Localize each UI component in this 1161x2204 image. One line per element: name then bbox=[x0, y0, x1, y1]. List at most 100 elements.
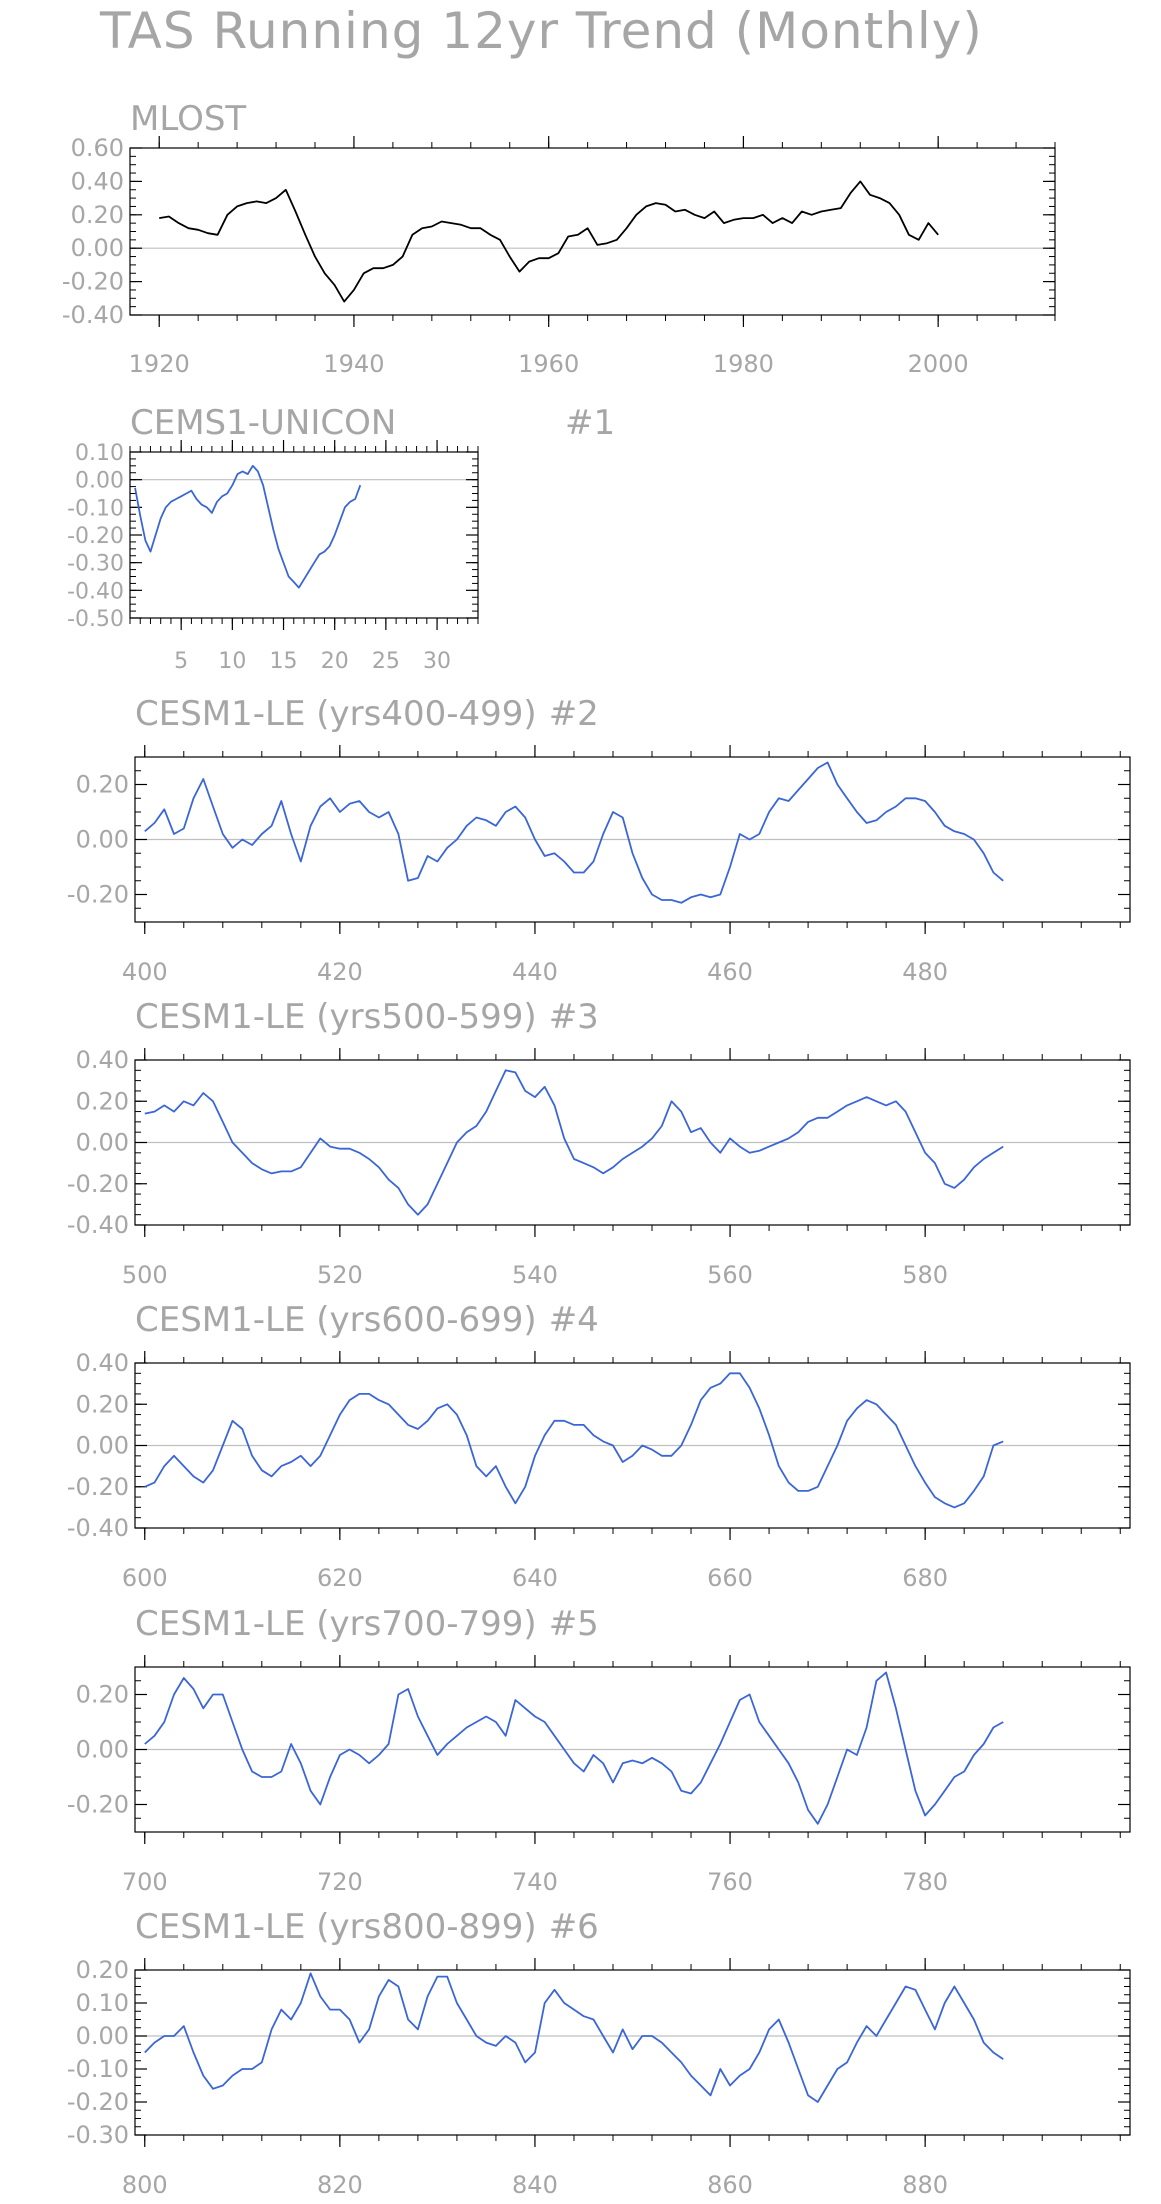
x-tick-label: 400 bbox=[122, 958, 168, 986]
y-tick-label: -0.30 bbox=[67, 2121, 129, 2149]
chart-title-text: CESM1-LE (yrs500-599) bbox=[135, 997, 537, 1037]
plot-frame bbox=[129, 147, 1056, 316]
series-line-cesm1-le-4 bbox=[144, 1372, 1004, 1509]
y-tick-label: -0.40 bbox=[67, 579, 124, 604]
x-tick-label: 660 bbox=[707, 1564, 753, 1592]
x-tick-label: 880 bbox=[902, 2171, 948, 2199]
chart-subtitle: #1 bbox=[565, 403, 615, 443]
chart-subtitle: #6 bbox=[549, 1907, 599, 1947]
chart-title: MLOST bbox=[130, 99, 246, 139]
chart-cesm1-le-3: CESM1-LE (yrs500-599) #3 -0.40 -0.20 0.00 0.2… bbox=[67, 997, 1131, 1289]
x-tick-label: 460 bbox=[707, 958, 753, 986]
series-line-cems1-unicon bbox=[134, 464, 362, 589]
chart-cesm1-le-6: CESM1-LE (yrs800-899) #6 -0.30 -0.20 -0.10 0.… bbox=[67, 1907, 1131, 2199]
x-tick-label: 500 bbox=[122, 1261, 168, 1289]
x-tick-label: 860 bbox=[707, 2171, 753, 2199]
y-tick-label: 0.40 bbox=[71, 167, 124, 195]
y-tick-label: 0.20 bbox=[76, 1087, 129, 1115]
chart-title-text: MLOST bbox=[130, 99, 246, 139]
y-tick-label: 0.00 bbox=[75, 469, 124, 494]
x-tick-label: 840 bbox=[512, 2171, 558, 2199]
series-line-cesm1-le-2 bbox=[144, 761, 1004, 904]
chart-title-text: CESM1-LE (yrs600-699) bbox=[135, 1300, 537, 1340]
chart-title: CESM1-LE (yrs700-799) #5 bbox=[135, 1604, 599, 1644]
x-tick-label: 820 bbox=[317, 2171, 363, 2199]
x-tick-label: 1940 bbox=[323, 350, 384, 378]
chart-subtitle: #4 bbox=[549, 1300, 599, 1340]
x-tick-label: 640 bbox=[512, 1564, 558, 1592]
y-tick-label: -0.20 bbox=[67, 524, 124, 549]
chart-mlost: MLOST -0.40 -0.20 0.00 0.20 0.40 0.60 1920 1940 1… bbox=[62, 99, 1056, 378]
y-tick-label: -0.10 bbox=[67, 2055, 129, 2083]
series-line-mlost bbox=[159, 180, 939, 303]
y-tick-label: -0.40 bbox=[67, 1514, 129, 1542]
x-tick-label: 440 bbox=[512, 958, 558, 986]
y-tick-label: 0.40 bbox=[76, 1349, 129, 1377]
x-tick-label: 800 bbox=[122, 2171, 168, 2199]
y-tick-label: 0.20 bbox=[76, 1681, 129, 1709]
y-tick-label: -0.20 bbox=[67, 1473, 129, 1501]
x-tick-label: 540 bbox=[512, 1261, 558, 1289]
x-tick-label: 1980 bbox=[713, 350, 774, 378]
series-line-cesm1-le-3 bbox=[144, 1069, 1004, 1216]
chart-subtitle: #3 bbox=[549, 997, 599, 1037]
y-tick-label: 0.20 bbox=[71, 201, 124, 229]
y-tick-label: -0.20 bbox=[67, 1170, 129, 1198]
y-tick-label: 0.40 bbox=[76, 1046, 129, 1074]
y-tick-label: 0.00 bbox=[76, 1736, 129, 1764]
y-tick-label: -0.40 bbox=[62, 301, 124, 329]
y-tick-label: -0.20 bbox=[67, 1791, 129, 1819]
x-tick-label: 560 bbox=[707, 1261, 753, 1289]
chart-cesm1-le-5: CESM1-LE (yrs700-799) #5 -0.20 0.00 0.20 700 7… bbox=[67, 1604, 1131, 1896]
x-tick-label: 480 bbox=[902, 958, 948, 986]
chart-title: CESM1-LE (yrs500-599) #3 bbox=[135, 997, 599, 1037]
y-tick-label: -0.30 bbox=[67, 552, 124, 577]
chart-title: CEMS1-UNICON bbox=[130, 403, 396, 443]
chart-title-text: CESM1-LE (yrs800-899) bbox=[135, 1907, 537, 1947]
x-tick-label: 680 bbox=[902, 1564, 948, 1592]
chart-title: CESM1-LE (yrs400-499) #2 bbox=[135, 694, 599, 734]
y-tick-label: 0.20 bbox=[76, 771, 129, 799]
chart-cesm1-le-2: CESM1-LE (yrs400-499) #2 -0.20 0.00 0.20 400 4… bbox=[67, 694, 1131, 986]
y-tick-label: -0.10 bbox=[67, 496, 124, 521]
y-tick-label: -0.20 bbox=[67, 881, 129, 909]
series-line-cesm1-le-5 bbox=[144, 1671, 1004, 1825]
chart-title: CESM1-LE (yrs800-899) #6 bbox=[135, 1907, 599, 1947]
x-tick-label: 15 bbox=[270, 649, 298, 674]
x-tick-label: 30 bbox=[423, 649, 451, 674]
plot-frame bbox=[129, 451, 479, 619]
x-tick-label: 420 bbox=[317, 958, 363, 986]
x-tick-label: 1920 bbox=[129, 350, 190, 378]
x-tick-label: 580 bbox=[902, 1261, 948, 1289]
series-line-cesm1-le-6 bbox=[144, 1972, 1004, 2103]
chart-title-text: CESM1-LE (yrs400-499) bbox=[135, 694, 537, 734]
x-tick-label: 10 bbox=[218, 649, 246, 674]
chart-cems1-unicon: CEMS1-UNICON #1-0.50-0.40-0.30-0.20-0.100… bbox=[67, 403, 615, 674]
chart-panels: MLOST -0.40 -0.20 0.00 0.20 0.40 0.60 1920 1940 1… bbox=[62, 99, 1131, 2199]
x-tick-label: 25 bbox=[372, 649, 400, 674]
y-tick-label: 0.00 bbox=[76, 826, 129, 854]
y-tick-label: -0.40 bbox=[67, 1211, 129, 1239]
x-tick-label: 2000 bbox=[908, 350, 969, 378]
x-tick-label: 740 bbox=[512, 1868, 558, 1896]
x-tick-label: 600 bbox=[122, 1564, 168, 1592]
plot-frame bbox=[134, 1969, 1131, 2136]
y-tick-label: 0.00 bbox=[76, 1129, 129, 1157]
chart-title: CESM1-LE (yrs600-699) #4 bbox=[135, 1300, 599, 1340]
x-tick-label: 5 bbox=[174, 649, 188, 674]
y-tick-label: -0.50 bbox=[67, 607, 124, 632]
x-tick-label: 700 bbox=[122, 1868, 168, 1896]
y-tick-label: 0.00 bbox=[71, 234, 124, 262]
y-tick-label: -0.20 bbox=[62, 268, 124, 296]
chart-subtitle: #5 bbox=[549, 1604, 599, 1644]
x-tick-label: 520 bbox=[317, 1261, 363, 1289]
y-tick-label: 0.20 bbox=[76, 1956, 129, 1984]
x-tick-label: 20 bbox=[321, 649, 349, 674]
y-tick-label: -0.20 bbox=[67, 2088, 129, 2116]
y-tick-label: 0.10 bbox=[75, 441, 124, 466]
x-tick-label: 1960 bbox=[518, 350, 579, 378]
y-tick-label: 0.10 bbox=[76, 1989, 129, 2017]
chart-subtitle: #2 bbox=[549, 694, 599, 734]
figure-title: TAS Running 12yr Trend (Monthly) bbox=[99, 2, 983, 60]
